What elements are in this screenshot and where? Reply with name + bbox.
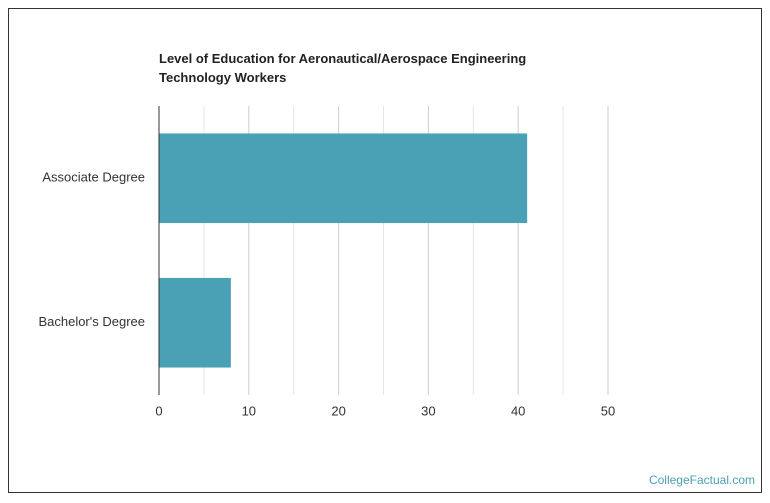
x-tick-label: 20 xyxy=(331,403,345,418)
x-tick-label: 10 xyxy=(242,403,256,418)
frame xyxy=(8,8,762,493)
chart-title: Level of Education for Aeronautical/Aero… xyxy=(159,51,527,85)
x-tick-label: 50 xyxy=(601,403,615,418)
x-tick-label: 0 xyxy=(155,403,162,418)
x-tick-label: 40 xyxy=(511,403,525,418)
x-tick-label: 30 xyxy=(421,403,435,418)
y-tick-label: Associate Degree xyxy=(42,170,145,185)
bar xyxy=(159,277,231,368)
watermark[interactable]: CollegeFactual.com xyxy=(649,473,755,487)
y-tick-label: Bachelor's Degree xyxy=(38,314,145,329)
bar xyxy=(159,133,528,224)
